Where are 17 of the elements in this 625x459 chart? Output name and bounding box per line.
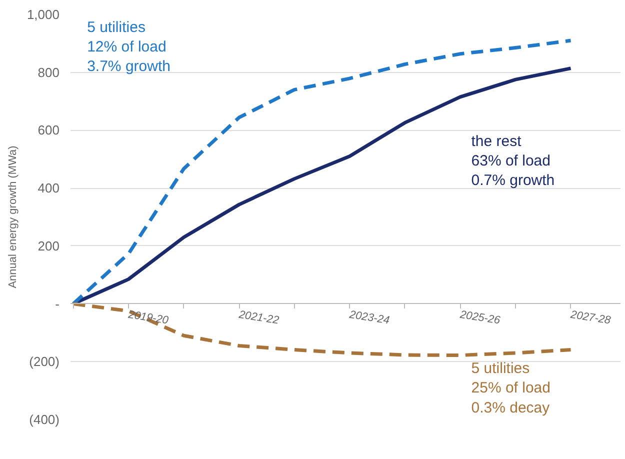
series-label: 5 utilities 25% of load 0.3% decay <box>471 360 550 416</box>
y-tick-label: 800 <box>38 64 60 80</box>
y-tick-label: 400 <box>38 180 60 196</box>
y-tick-label: (400) <box>29 412 60 427</box>
x-tick-label: 2023-24 <box>348 308 390 327</box>
y-tick-label: 600 <box>38 122 60 138</box>
text: the rest 63% of load 0.7% growth <box>471 133 555 190</box>
text: 5 utilities 12% of load 3.7% growth <box>87 18 170 75</box>
y-axis-title: Annual energy growth (MWa) <box>6 146 19 288</box>
x-tick-label: 2027-28 <box>568 308 612 327</box>
y-tick-label: 1,000 <box>26 7 60 22</box>
x-tick-label: 2025-26 <box>458 308 502 327</box>
y-tick-label: - <box>55 296 60 312</box>
y-tick-label: (200) <box>29 354 60 370</box>
y-tick-label: 200 <box>38 238 60 254</box>
x-tick-label: 2021-22 <box>237 308 280 327</box>
x-tick-label: 2019-20 <box>126 308 170 327</box>
